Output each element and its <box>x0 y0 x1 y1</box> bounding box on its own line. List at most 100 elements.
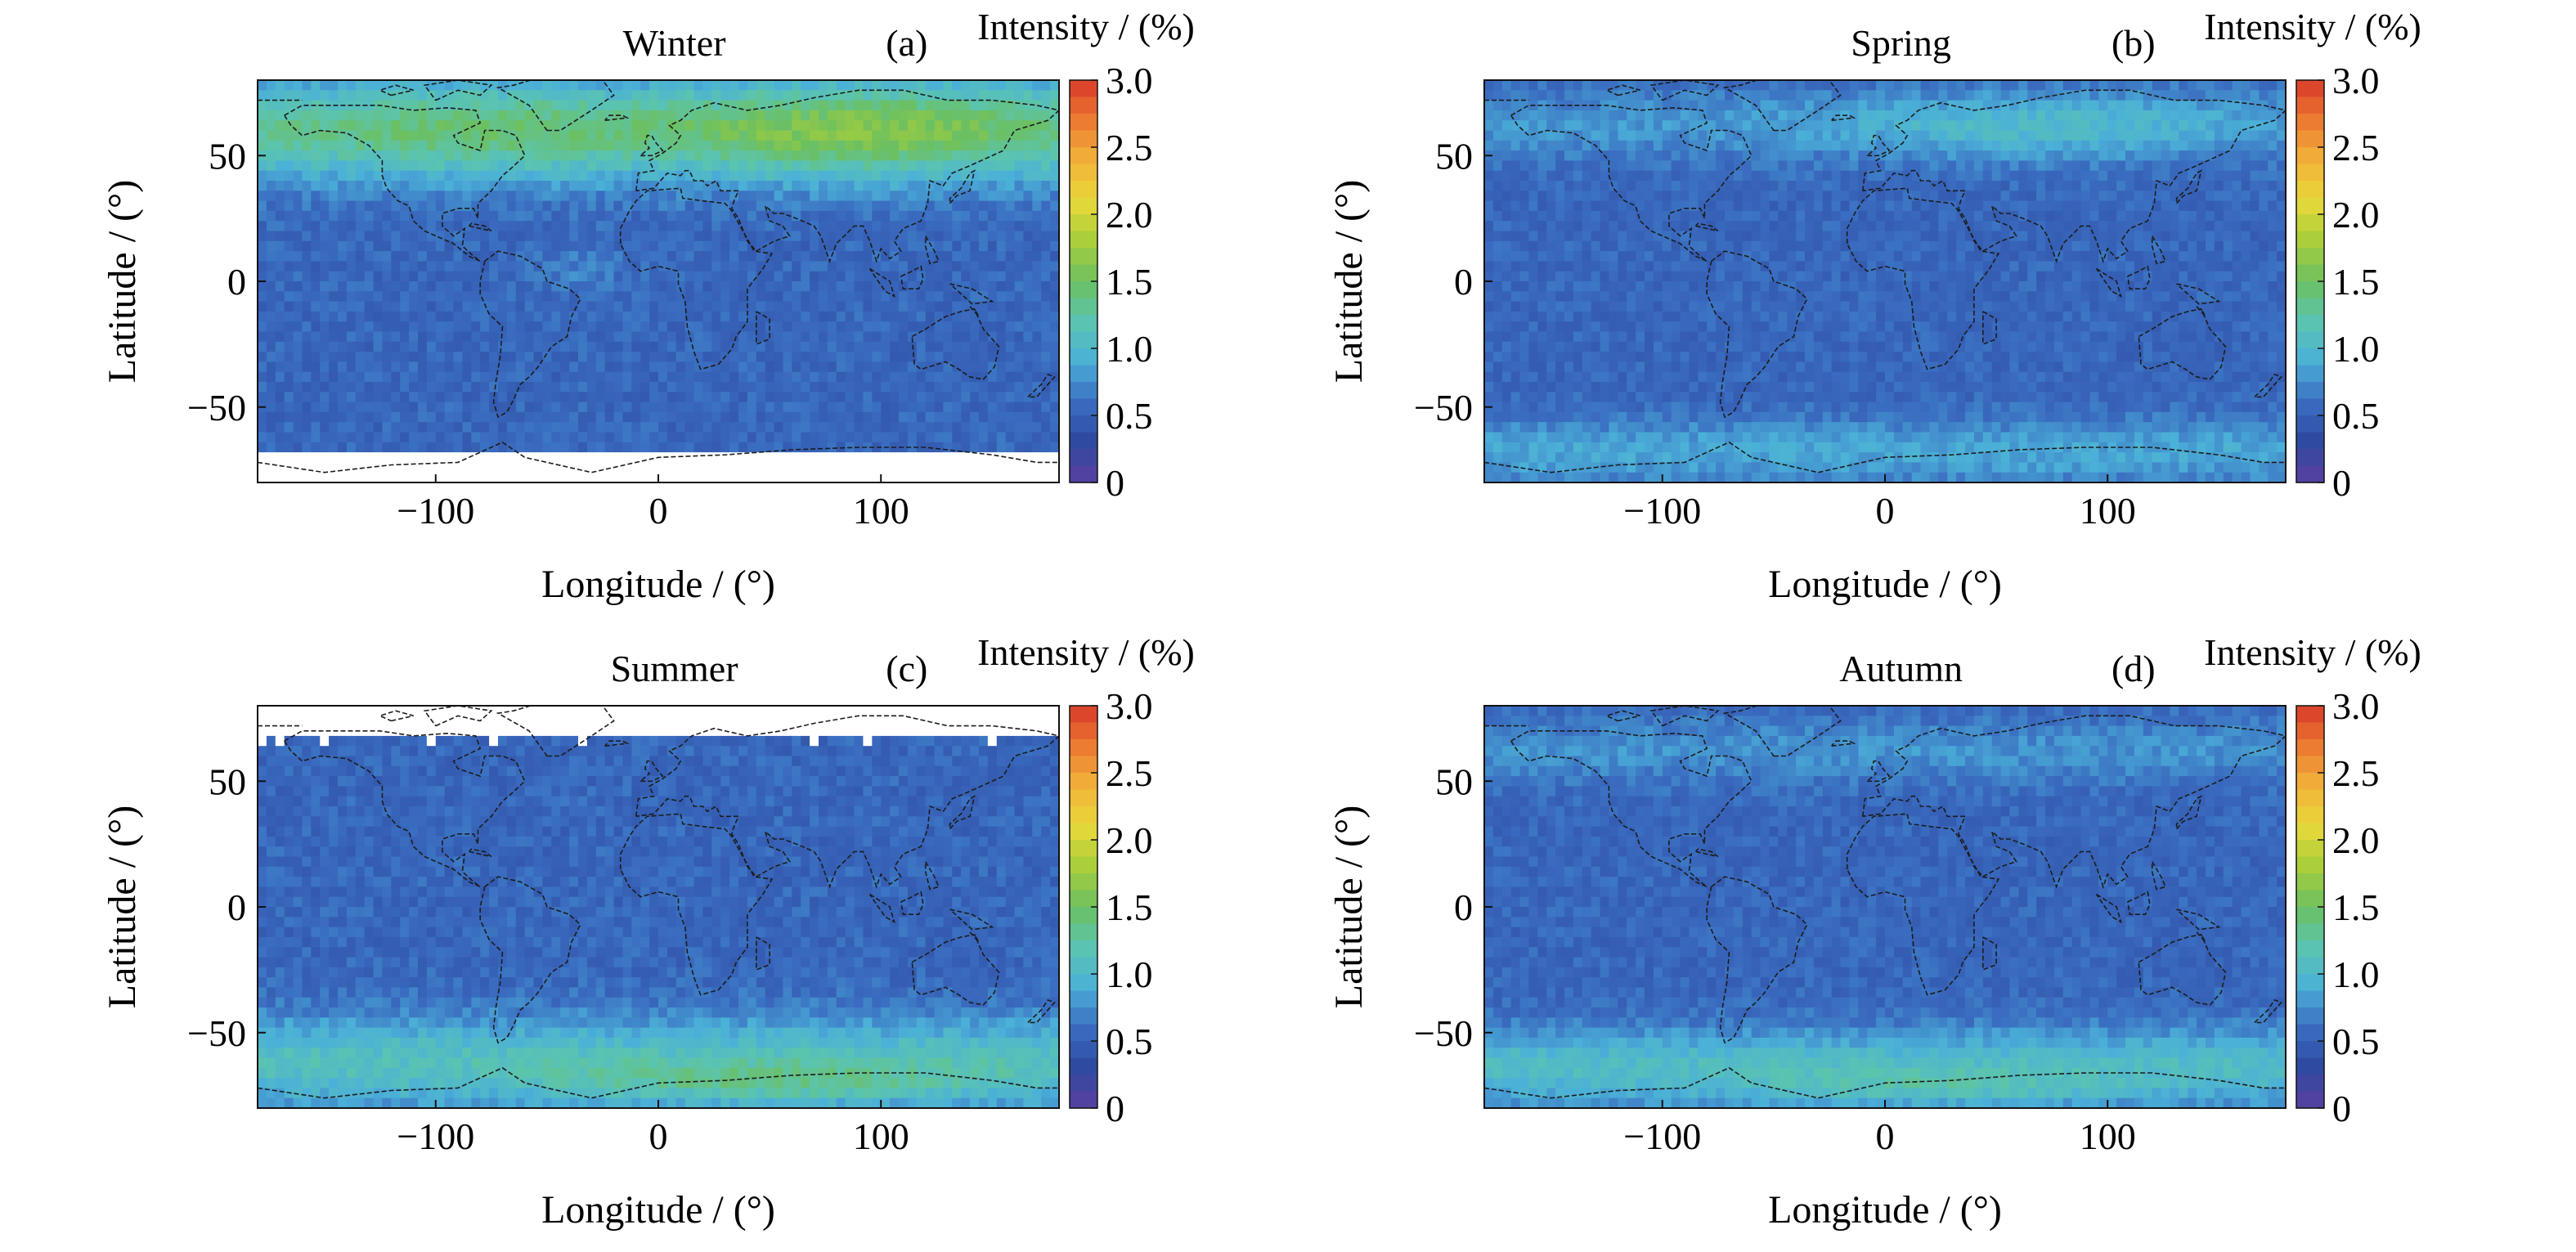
heatmap-cell <box>2080 160 2091 172</box>
heatmap-cell <box>1725 140 1735 151</box>
heatmap-cell <box>524 251 535 262</box>
heatmap-cell <box>684 221 695 232</box>
heatmap-cell <box>1867 80 1877 91</box>
heatmap-cell <box>453 452 464 463</box>
heatmap-cell <box>827 462 837 473</box>
heatmap-cell <box>275 271 285 282</box>
coastline <box>496 80 615 132</box>
heatmap-cell <box>979 291 989 303</box>
heatmap-cell <box>666 130 677 141</box>
heatmap-cell <box>881 331 891 343</box>
heatmap-cell <box>711 150 721 161</box>
heatmap-cell <box>1005 90 1016 101</box>
heatmap-cell <box>542 210 552 222</box>
heatmap-cell <box>1876 100 1886 111</box>
heatmap-cell <box>2214 110 2224 121</box>
heatmap-cell <box>819 150 828 161</box>
heatmap-cell <box>1609 210 1618 222</box>
heatmap-cell <box>364 331 375 343</box>
heatmap-cell <box>916 160 927 172</box>
heatmap-cell <box>444 110 455 121</box>
heatmap-cell <box>996 442 1007 453</box>
heatmap-cell <box>1893 200 1904 212</box>
heatmap-cell <box>640 422 650 433</box>
heatmap-cell <box>863 281 873 292</box>
heatmap-cell <box>1733 100 1744 111</box>
heatmap-cell <box>934 271 945 282</box>
heatmap-cell <box>693 231 704 242</box>
heatmap-cell <box>899 321 909 333</box>
colorbar-tick-label: 1.0 <box>1106 328 1153 370</box>
heatmap-cell <box>684 181 695 191</box>
heatmap-cell <box>819 110 828 121</box>
heatmap-cell <box>391 120 401 132</box>
heatmap-cell <box>1653 210 1663 222</box>
heatmap-cell <box>631 422 641 433</box>
heatmap-cell <box>925 221 936 232</box>
heatmap-cell <box>666 462 677 473</box>
heatmap-cell <box>666 221 677 232</box>
heatmap-cell <box>2062 90 2073 101</box>
heatmap-cell <box>1591 191 1601 202</box>
heatmap-cell <box>658 170 668 182</box>
heatmap-cell <box>881 240 891 252</box>
heatmap-cell <box>987 432 998 443</box>
heatmap-cell <box>1751 90 1761 101</box>
heatmap-cell <box>524 271 535 282</box>
heatmap-cell <box>783 432 792 443</box>
heatmap-cell <box>409 210 419 222</box>
heatmap-cell <box>863 382 873 393</box>
heatmap-cell <box>996 352 1007 362</box>
heatmap-cell <box>925 371 936 383</box>
heatmap-cell <box>515 271 526 282</box>
heatmap-cell <box>462 140 472 151</box>
heatmap-cell <box>2188 210 2197 222</box>
heatmap-cell <box>1050 382 1059 393</box>
heatmap-cell <box>2268 90 2278 101</box>
heatmap-cell <box>1902 150 1913 161</box>
heatmap-cell <box>720 271 730 282</box>
heatmap-cell <box>311 462 321 473</box>
heatmap-cell <box>604 452 615 463</box>
heatmap-cell <box>2125 191 2135 202</box>
heatmap-cell <box>2214 80 2224 91</box>
colorbar-segment <box>1070 231 1097 249</box>
heatmap-cell <box>1618 200 1627 212</box>
heatmap-cell <box>613 130 624 141</box>
heatmap-cell <box>943 200 953 212</box>
heatmap-cell <box>275 472 285 482</box>
heatmap-cell <box>462 311 472 322</box>
heatmap-cell <box>311 221 321 232</box>
heatmap-cell <box>578 251 588 262</box>
heatmap-cell <box>1662 120 1672 132</box>
heatmap-cell <box>702 472 712 482</box>
heatmap-cell <box>1893 90 1904 101</box>
heatmap-cell <box>2277 90 2286 101</box>
heatmap-cell <box>881 291 891 303</box>
heatmap-cell <box>498 442 508 453</box>
heatmap-cell <box>1707 100 1717 111</box>
heatmap-cell <box>765 291 775 303</box>
heatmap-cell <box>934 120 945 132</box>
heatmap-cell <box>355 140 366 151</box>
heatmap-cell <box>1991 181 2002 191</box>
heatmap-cell <box>1938 130 1948 141</box>
heatmap-cell <box>1041 191 1051 202</box>
heatmap-cell <box>480 311 490 322</box>
heatmap-cell <box>302 452 312 463</box>
heatmap-cell <box>2241 80 2251 91</box>
heatmap-cell <box>996 452 1007 463</box>
heatmap-cell <box>284 150 294 161</box>
heatmap-cell <box>435 472 446 482</box>
heatmap-cell <box>1689 100 1699 111</box>
heatmap-cell <box>899 80 909 91</box>
heatmap-cell <box>586 402 597 413</box>
heatmap-cell <box>738 231 748 242</box>
heatmap-cell <box>1627 120 1636 132</box>
colorbar-tick-label: 3.0 <box>1106 60 1153 101</box>
heatmap-cell <box>863 191 873 202</box>
heatmap-cell <box>1760 130 1770 141</box>
heatmap-cell <box>2161 110 2171 121</box>
heatmap-cell <box>2152 181 2162 191</box>
